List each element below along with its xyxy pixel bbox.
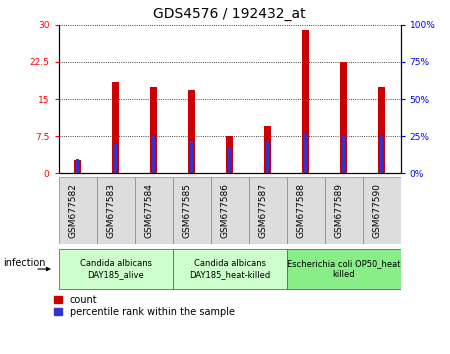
Text: GSM677587: GSM677587 <box>258 183 267 238</box>
Bar <box>378 87 385 173</box>
Bar <box>266 141 269 173</box>
Text: GSM677588: GSM677588 <box>297 183 306 238</box>
Bar <box>188 90 195 173</box>
Text: infection: infection <box>3 258 45 268</box>
FancyBboxPatch shape <box>363 177 400 244</box>
Legend: count, percentile rank within the sample: count, percentile rank within the sample <box>54 295 235 317</box>
Bar <box>304 133 306 173</box>
Bar <box>114 144 117 173</box>
Bar <box>76 159 79 173</box>
Text: GSM677586: GSM677586 <box>220 183 230 238</box>
Bar <box>340 62 347 173</box>
Bar <box>74 160 81 173</box>
FancyBboxPatch shape <box>135 177 172 244</box>
Text: GSM677589: GSM677589 <box>334 183 343 238</box>
Bar <box>190 141 193 173</box>
Bar <box>342 136 345 173</box>
Text: GSM677582: GSM677582 <box>68 183 77 238</box>
FancyBboxPatch shape <box>324 177 363 244</box>
FancyBboxPatch shape <box>58 177 96 244</box>
Bar <box>380 136 382 173</box>
FancyBboxPatch shape <box>172 177 211 244</box>
Text: GSM677584: GSM677584 <box>144 183 153 238</box>
FancyBboxPatch shape <box>248 177 287 244</box>
Text: GSM677585: GSM677585 <box>183 183 192 238</box>
FancyBboxPatch shape <box>58 249 172 290</box>
Text: GSM677583: GSM677583 <box>107 183 116 238</box>
Title: GDS4576 / 192432_at: GDS4576 / 192432_at <box>153 7 306 21</box>
FancyBboxPatch shape <box>211 177 248 244</box>
Bar <box>264 126 271 173</box>
Text: Candida albicans
DAY185_heat-killed: Candida albicans DAY185_heat-killed <box>189 259 270 279</box>
FancyBboxPatch shape <box>287 249 400 290</box>
Text: GSM677590: GSM677590 <box>373 183 382 238</box>
Text: Escherichia coli OP50_heat
killed: Escherichia coli OP50_heat killed <box>287 259 400 279</box>
FancyBboxPatch shape <box>96 177 135 244</box>
Text: Candida albicans
DAY185_alive: Candida albicans DAY185_alive <box>80 259 152 279</box>
Bar <box>302 30 309 173</box>
Bar <box>226 136 233 173</box>
FancyBboxPatch shape <box>287 177 324 244</box>
FancyBboxPatch shape <box>172 249 287 290</box>
Bar <box>228 148 231 173</box>
Bar <box>150 87 157 173</box>
Bar <box>153 136 155 173</box>
Bar <box>112 82 119 173</box>
